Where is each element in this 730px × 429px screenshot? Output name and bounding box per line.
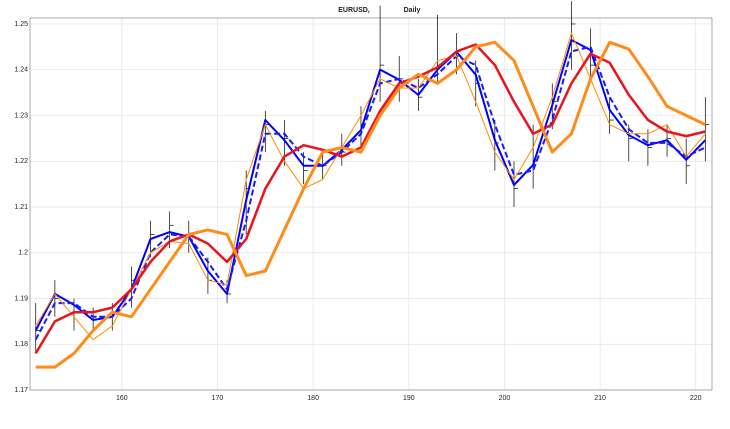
series-line bbox=[35, 40, 706, 369]
chart-subtitle: Daily bbox=[404, 7, 421, 14]
x-tick-label: 220 bbox=[690, 395, 702, 402]
x-tick-label: 190 bbox=[403, 395, 415, 402]
series-line bbox=[34, 43, 706, 355]
series-line bbox=[35, 32, 706, 341]
x-tick-label: 200 bbox=[499, 395, 511, 402]
x-tick-label: 180 bbox=[307, 395, 319, 402]
x-tick-label: 170 bbox=[212, 395, 224, 402]
y-tick-label: 1.2 bbox=[18, 250, 28, 257]
y-tick-label: 1.21 bbox=[14, 204, 28, 211]
y-tick-label: 1.19 bbox=[14, 295, 28, 302]
y-tick-label: 1.17 bbox=[14, 387, 28, 394]
x-tick-label: 160 bbox=[116, 395, 128, 402]
y-tick-label: 1.23 bbox=[14, 112, 28, 119]
x-tick-label: 210 bbox=[594, 395, 606, 402]
y-tick-label: 1.25 bbox=[14, 21, 28, 28]
series-line bbox=[34, 39, 707, 331]
series-line bbox=[34, 45, 706, 341]
plot-frame bbox=[29, 17, 713, 391]
y-tick-label: 1.22 bbox=[14, 158, 28, 165]
y-tick-label: 1.24 bbox=[14, 67, 28, 74]
y-tick-label: 1.18 bbox=[14, 341, 28, 348]
chart-title: EURUSD, bbox=[338, 7, 370, 14]
